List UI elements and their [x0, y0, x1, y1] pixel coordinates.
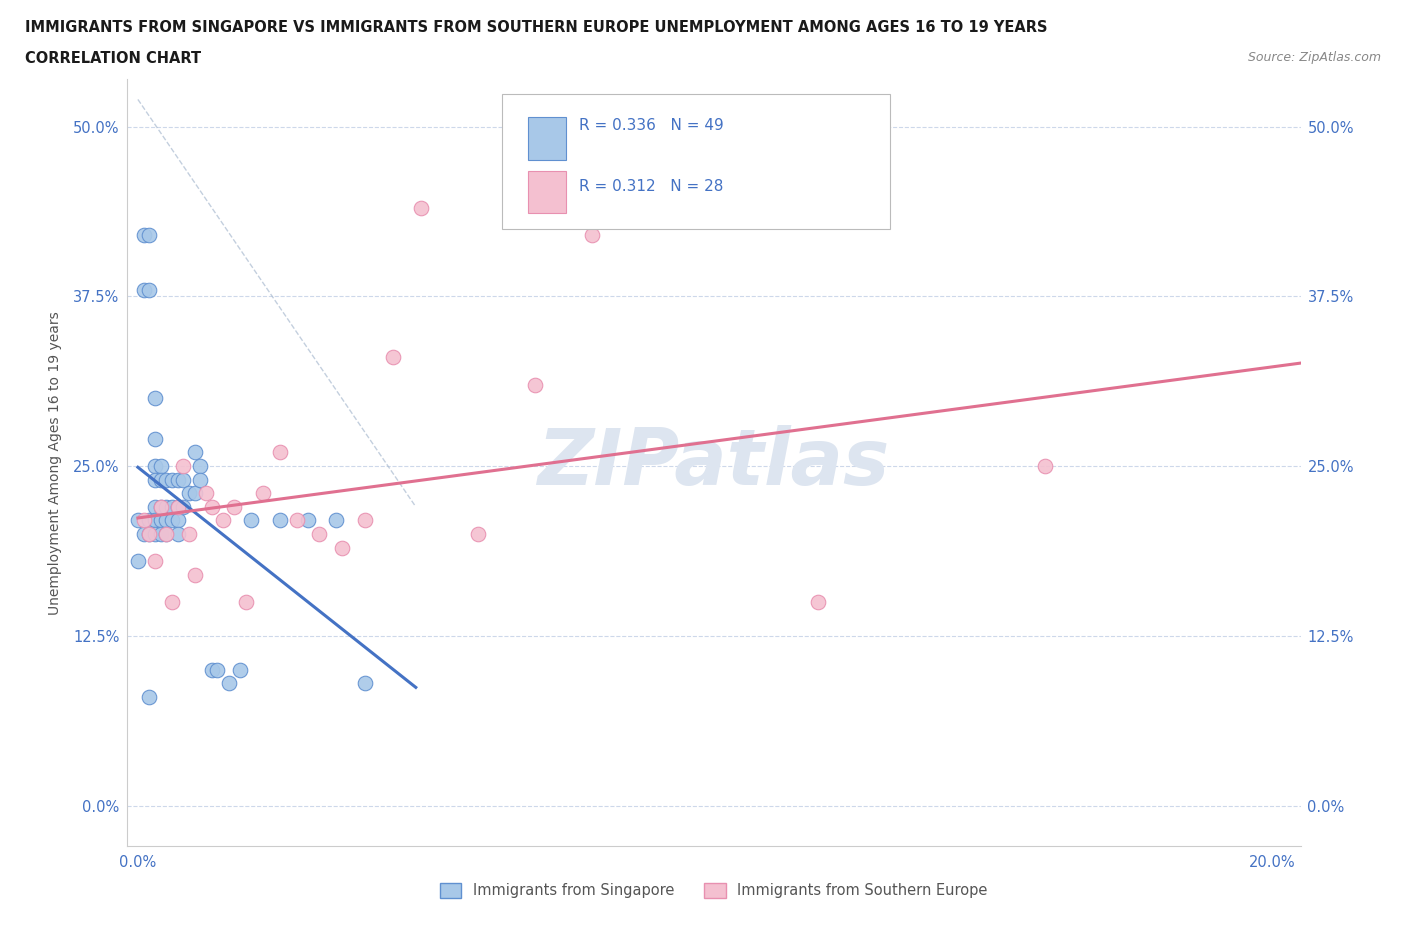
Point [207, 662, 229, 677]
Point [285, 513, 308, 528]
Point [160, 472, 183, 487]
Text: ZIPatlas: ZIPatlas [537, 425, 890, 500]
Point [127, 553, 149, 568]
Point [188, 458, 211, 473]
Point [155, 526, 177, 541]
Point [523, 378, 546, 392]
Point [235, 594, 257, 609]
Point [1033, 458, 1056, 473]
Point [188, 472, 211, 487]
Point [308, 526, 330, 541]
Point [143, 553, 166, 568]
Point [201, 662, 224, 677]
Point [183, 445, 205, 460]
Point [166, 513, 188, 528]
Y-axis label: Unemployment Among Ages 16 to 19 years: Unemployment Among Ages 16 to 19 years [48, 311, 62, 615]
Point [467, 526, 489, 541]
Point [143, 458, 166, 473]
Point [212, 513, 235, 528]
FancyBboxPatch shape [502, 95, 890, 229]
Point [143, 526, 166, 541]
Point [183, 567, 205, 582]
Point [353, 676, 375, 691]
Point [194, 485, 217, 500]
Point [353, 513, 375, 528]
Point [177, 526, 200, 541]
Point [160, 594, 183, 609]
Point [155, 499, 177, 514]
Point [138, 689, 160, 704]
Text: R = 0.336   N = 49: R = 0.336 N = 49 [578, 117, 723, 133]
Point [143, 391, 166, 405]
Point [218, 676, 240, 691]
Point [149, 513, 172, 528]
Point [325, 513, 347, 528]
Point [149, 499, 172, 514]
Point [143, 472, 166, 487]
Legend: Immigrants from Singapore, Immigrants from Southern Europe: Immigrants from Singapore, Immigrants fr… [433, 877, 994, 904]
Point [581, 228, 603, 243]
Point [138, 513, 160, 528]
FancyBboxPatch shape [529, 117, 565, 160]
Point [269, 513, 291, 528]
Text: CORRELATION CHART: CORRELATION CHART [25, 51, 201, 66]
Point [269, 445, 291, 460]
Point [127, 513, 149, 528]
Point [330, 540, 353, 555]
Point [143, 432, 166, 446]
Point [240, 513, 263, 528]
Text: Source: ZipAtlas.com: Source: ZipAtlas.com [1247, 51, 1381, 64]
Point [224, 499, 246, 514]
Point [143, 499, 166, 514]
Point [149, 499, 172, 514]
Point [132, 513, 155, 528]
Point [160, 513, 183, 528]
Point [138, 526, 160, 541]
Point [149, 472, 172, 487]
Point [382, 350, 405, 365]
Point [297, 513, 319, 528]
Point [807, 594, 830, 609]
Point [411, 201, 433, 216]
Text: R = 0.312   N = 28: R = 0.312 N = 28 [578, 179, 723, 194]
Point [155, 526, 177, 541]
Point [138, 526, 160, 541]
Point [160, 499, 183, 514]
Point [132, 228, 155, 243]
Point [201, 499, 224, 514]
Point [138, 228, 160, 243]
Point [183, 485, 205, 500]
Point [252, 485, 274, 500]
Point [149, 458, 172, 473]
Point [177, 485, 200, 500]
Point [138, 282, 160, 297]
Point [172, 472, 194, 487]
Point [132, 282, 155, 297]
Point [172, 499, 194, 514]
Point [149, 526, 172, 541]
Point [229, 662, 252, 677]
Point [132, 526, 155, 541]
Text: IMMIGRANTS FROM SINGAPORE VS IMMIGRANTS FROM SOUTHERN EUROPE UNEMPLOYMENT AMONG : IMMIGRANTS FROM SINGAPORE VS IMMIGRANTS … [25, 20, 1047, 35]
Point [155, 513, 177, 528]
Point [166, 472, 188, 487]
FancyBboxPatch shape [529, 171, 565, 213]
Point [155, 472, 177, 487]
Point [143, 513, 166, 528]
Point [166, 499, 188, 514]
Point [166, 526, 188, 541]
Point [172, 458, 194, 473]
Point [166, 499, 188, 514]
